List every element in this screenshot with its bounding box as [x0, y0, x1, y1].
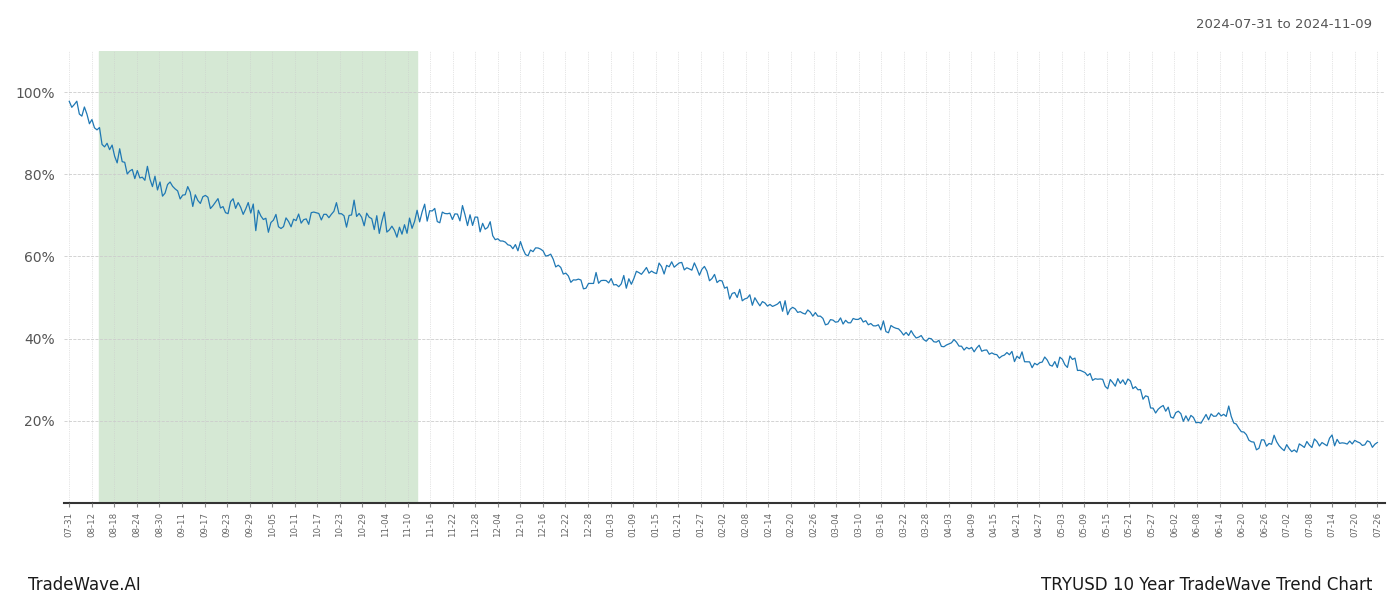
- Text: TradeWave.AI: TradeWave.AI: [28, 576, 141, 594]
- Text: 2024-07-31 to 2024-11-09: 2024-07-31 to 2024-11-09: [1196, 18, 1372, 31]
- Bar: [99, 51, 417, 503]
- Text: TRYUSD 10 Year TradeWave Trend Chart: TRYUSD 10 Year TradeWave Trend Chart: [1040, 576, 1372, 594]
